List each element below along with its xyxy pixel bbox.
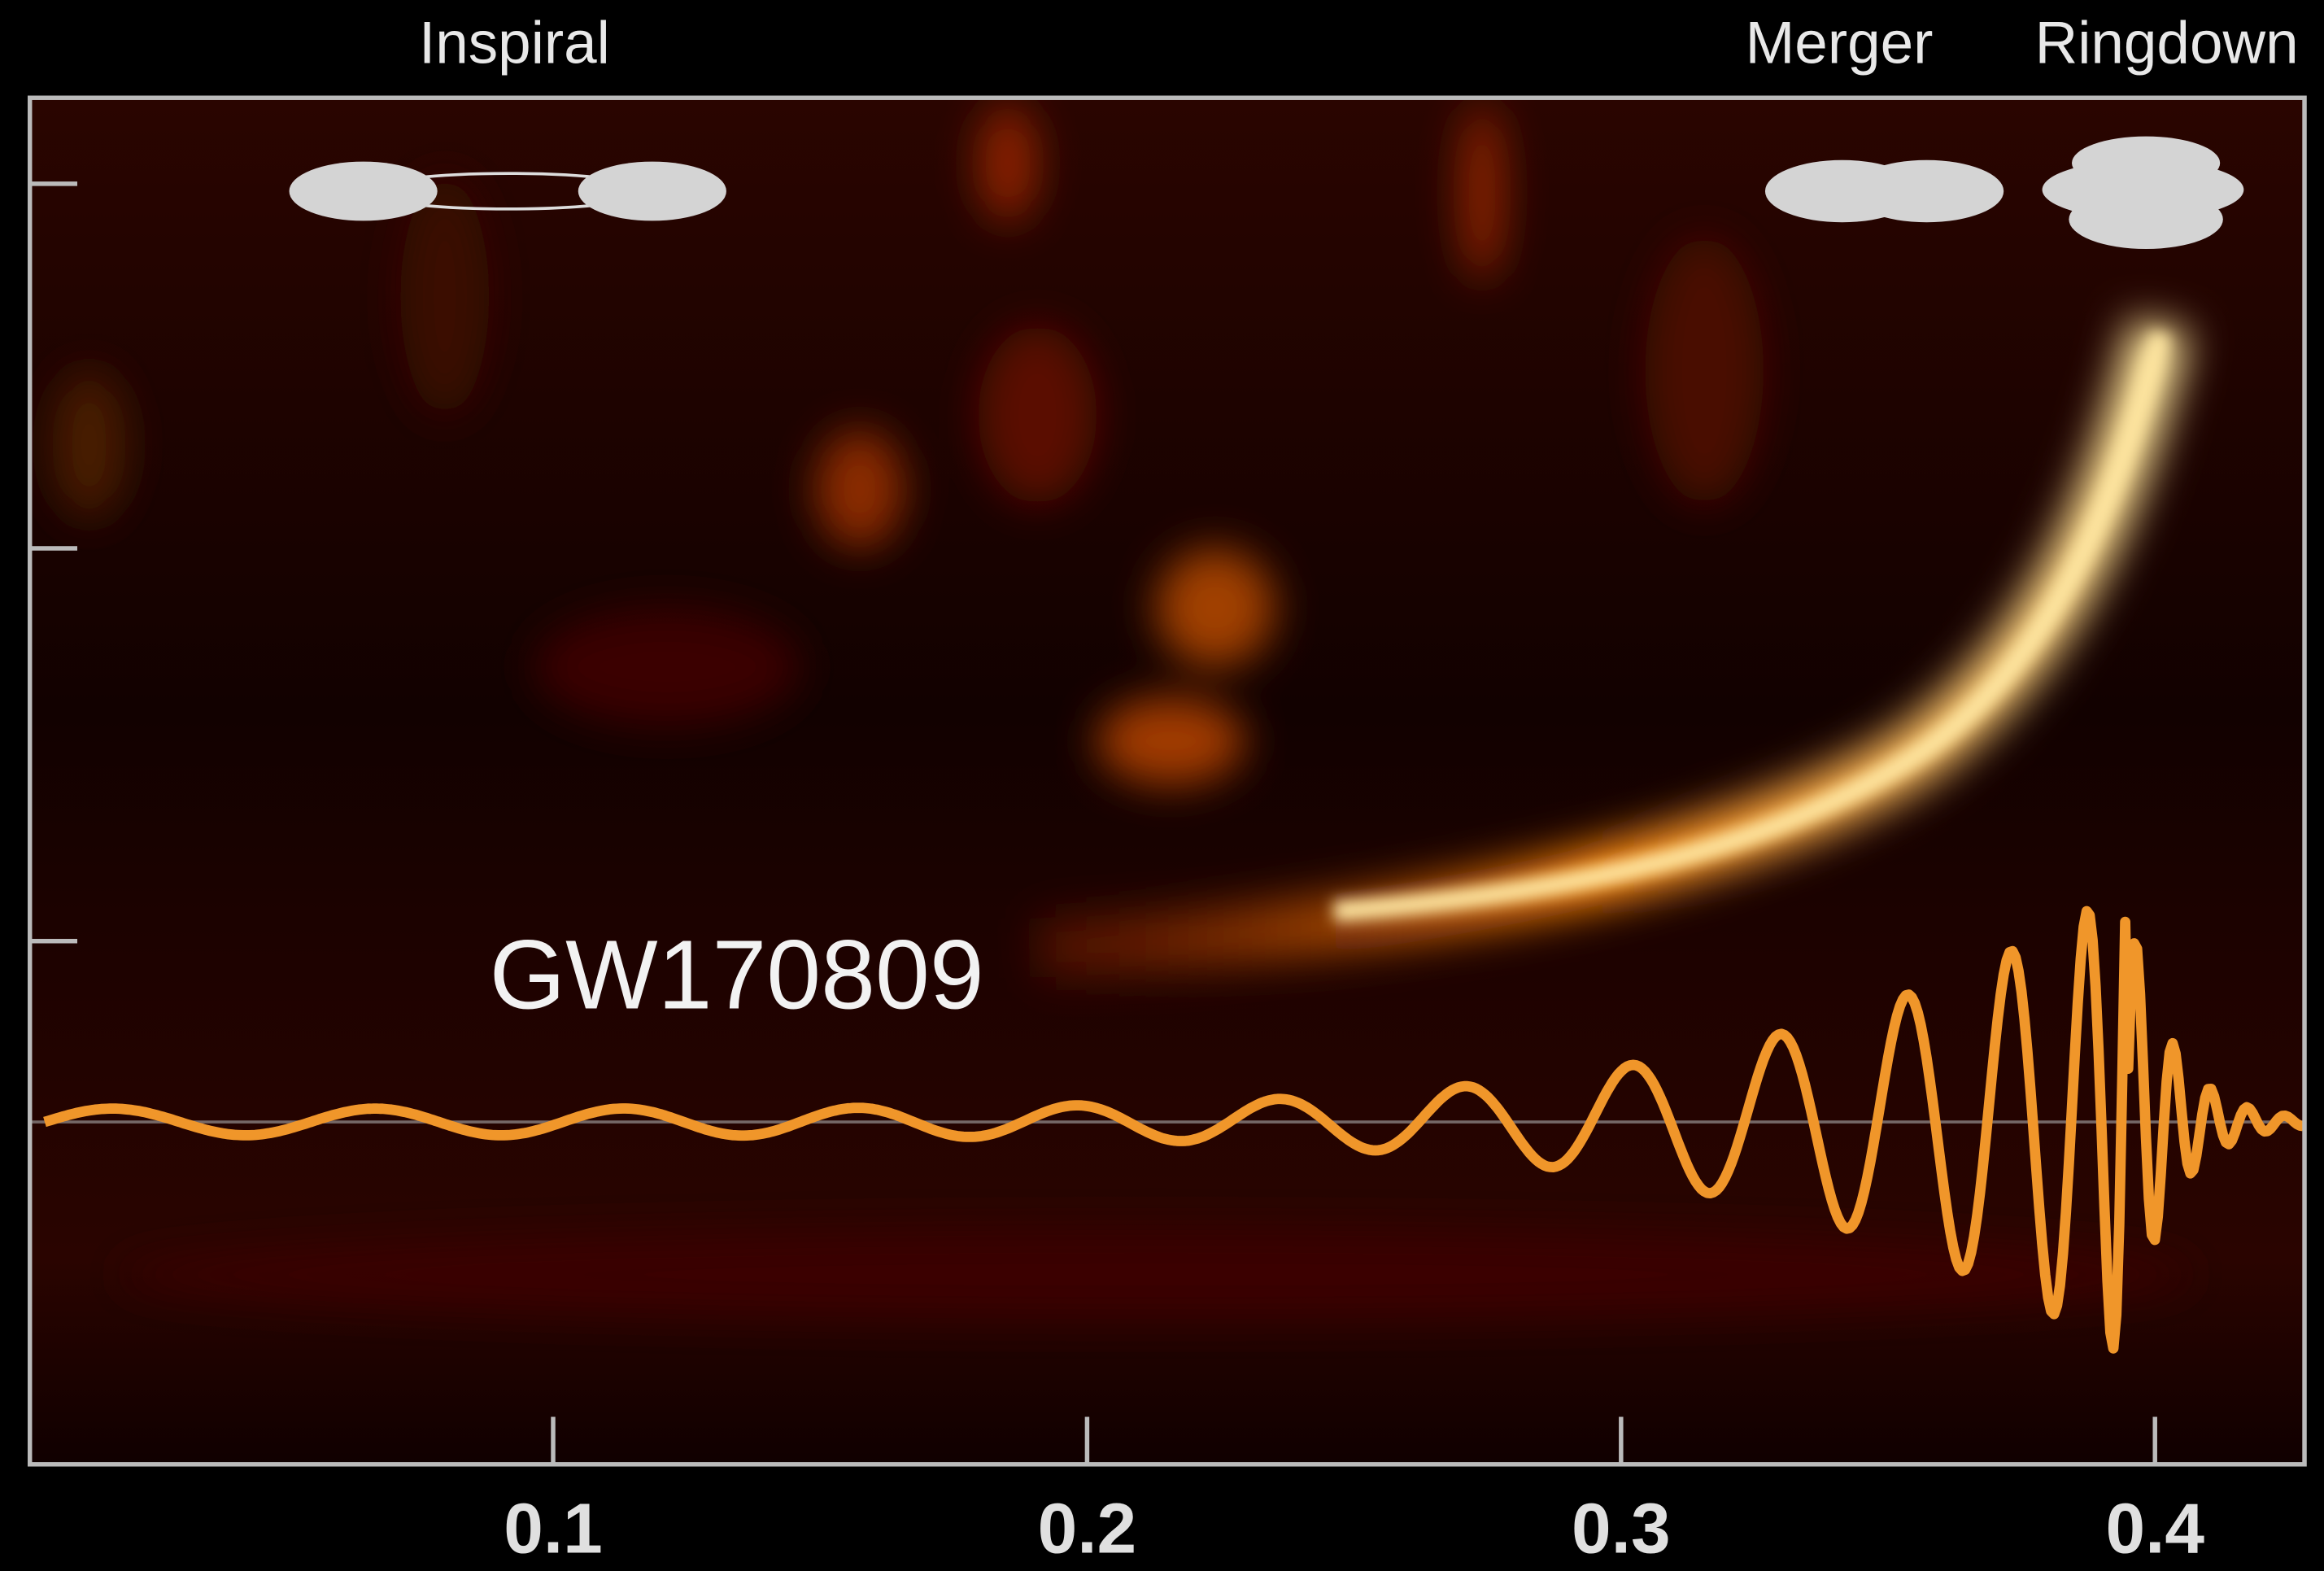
annotation: Merger — [1746, 11, 1934, 76]
x-tick-label: 0.4 — [2105, 1489, 2204, 1569]
annotation: Ringdown — [2035, 11, 2299, 76]
chirp-core — [1332, 330, 2171, 923]
noise-blobs — [52, 103, 2194, 1320]
x-tick-label: 0.3 — [1572, 1489, 1671, 1569]
x-tick-label: 0.1 — [504, 1489, 603, 1569]
waveform — [42, 906, 2305, 1354]
event-label: GW170809 — [490, 921, 984, 1030]
binary-icons — [289, 136, 2244, 250]
plot-frame — [27, 95, 2307, 1467]
x-tick-label: 0.2 — [1038, 1489, 1137, 1569]
annotation: Inspiral — [419, 11, 610, 76]
spectrogram — [29, 98, 2305, 1464]
